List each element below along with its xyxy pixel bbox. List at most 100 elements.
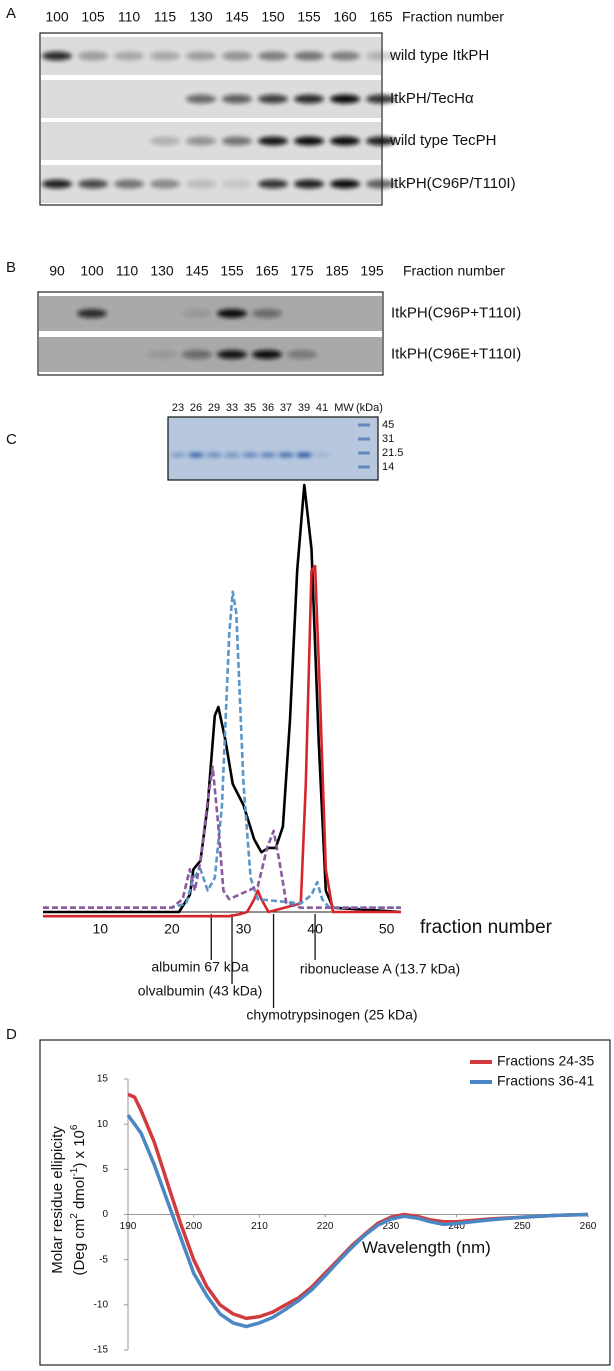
x-tick-label: 260 [580,1221,597,1232]
band [258,136,288,146]
band [330,51,360,61]
band [366,136,396,146]
band [366,51,396,61]
y-tick-label: 0 [102,1209,108,1220]
marker-label: ribonuclease A (13.7 kDa) [300,961,460,977]
band [42,51,72,61]
band [252,350,282,359]
band [186,94,216,104]
row-label: ItkPH(C96P+T110I) [391,304,521,321]
fraction-label: 100 [45,9,69,25]
band [186,136,216,146]
x-tick-label: 190 [120,1221,137,1232]
marker-label: chymotrypsinogen (25 kDa) [246,1007,417,1023]
gel-band [206,452,222,458]
row-label: ItkPH/TecHα [390,90,474,107]
x-tick-label: 50 [379,921,395,937]
legend-label: Fractions 36-41 [497,1073,594,1089]
band [217,350,247,359]
band [294,51,324,61]
y-tick-label: 15 [97,1074,109,1085]
gel-band [260,452,276,458]
band [294,94,324,104]
x-tick-label: 230 [383,1221,400,1232]
band [150,51,180,61]
band [222,51,252,61]
legend-label: Fractions 24-35 [497,1053,594,1069]
fraction-label: 105 [81,9,105,25]
data-line [43,590,401,909]
fraction-label: 195 [360,263,384,279]
gel-band [170,452,186,458]
superscript: -1 [69,1167,80,1176]
data-line [126,1114,589,1329]
y-tick-label: -5 [99,1254,108,1265]
band [366,94,396,104]
fraction-label: 185 [325,263,349,279]
band [217,309,247,318]
band [114,51,144,61]
fraction-label: 115 [154,9,177,25]
fraction-label: 155 [220,263,244,279]
gel-band [278,452,294,458]
band [222,179,252,189]
ladder-band [358,423,370,427]
x-tick-label: 20 [164,921,180,937]
band [330,94,360,104]
marker-label: albumin 67 kDa [151,959,248,975]
mw-unit: (kDa) [356,402,383,414]
lane-label: 23 [172,402,184,414]
panel-label: D [6,1026,17,1043]
band [42,179,72,189]
row-label: ItkPH(C96P/T110I) [390,175,516,192]
band [222,94,252,104]
y-axis-label: Molar residue ellipicity [49,1126,66,1274]
lane-label: 29 [208,402,220,414]
x-tick-label: 220 [317,1221,334,1232]
fraction-label: 165 [369,9,393,25]
band [150,179,180,189]
band [366,179,396,189]
superscript: 2 [69,1213,80,1219]
x-tick-label: 210 [251,1221,268,1232]
panel-label: B [6,259,16,276]
axis-label: Fraction number [402,9,504,25]
band [258,94,288,104]
band [287,350,317,359]
fraction-label: 155 [297,9,321,25]
gel-band [314,452,330,458]
fraction-label: 175 [290,263,314,279]
band [258,179,288,189]
fraction-label: 160 [333,9,357,25]
superscript: 6 [69,1124,80,1130]
fraction-label: 130 [150,263,174,279]
y-axis-label-part: (Deg cm [71,1219,88,1276]
band [78,51,108,61]
gel-band [296,452,312,458]
lane-label: 36 [262,402,274,414]
panel-d-frame [39,1039,611,1366]
band [252,309,282,318]
mw-marker: 14 [382,461,394,473]
band [186,179,216,189]
row-label: ItkPH(C96E+T110I) [391,345,521,362]
band [182,350,212,359]
y-tick-label: -10 [94,1299,109,1310]
fraction-label: 150 [261,9,285,25]
y-axis-label-part: dmol [71,1177,88,1214]
axis-label: Fraction number [403,263,505,279]
x-tick-label: 240 [448,1221,465,1232]
gel-band [188,452,204,458]
ladder-band [358,465,370,469]
fraction-label: 110 [118,9,141,25]
y-axis-label-part: ) x 10 [71,1130,88,1168]
data-line [43,483,402,914]
fraction-label: 100 [80,263,104,279]
lane-label: 41 [316,402,328,414]
fraction-label: 90 [49,263,65,279]
y-axis-label: (Deg cm2 dmol-1) x 106 [69,1124,88,1275]
lane-label: 39 [298,402,310,414]
data-line [43,765,401,909]
data-line [43,564,401,918]
